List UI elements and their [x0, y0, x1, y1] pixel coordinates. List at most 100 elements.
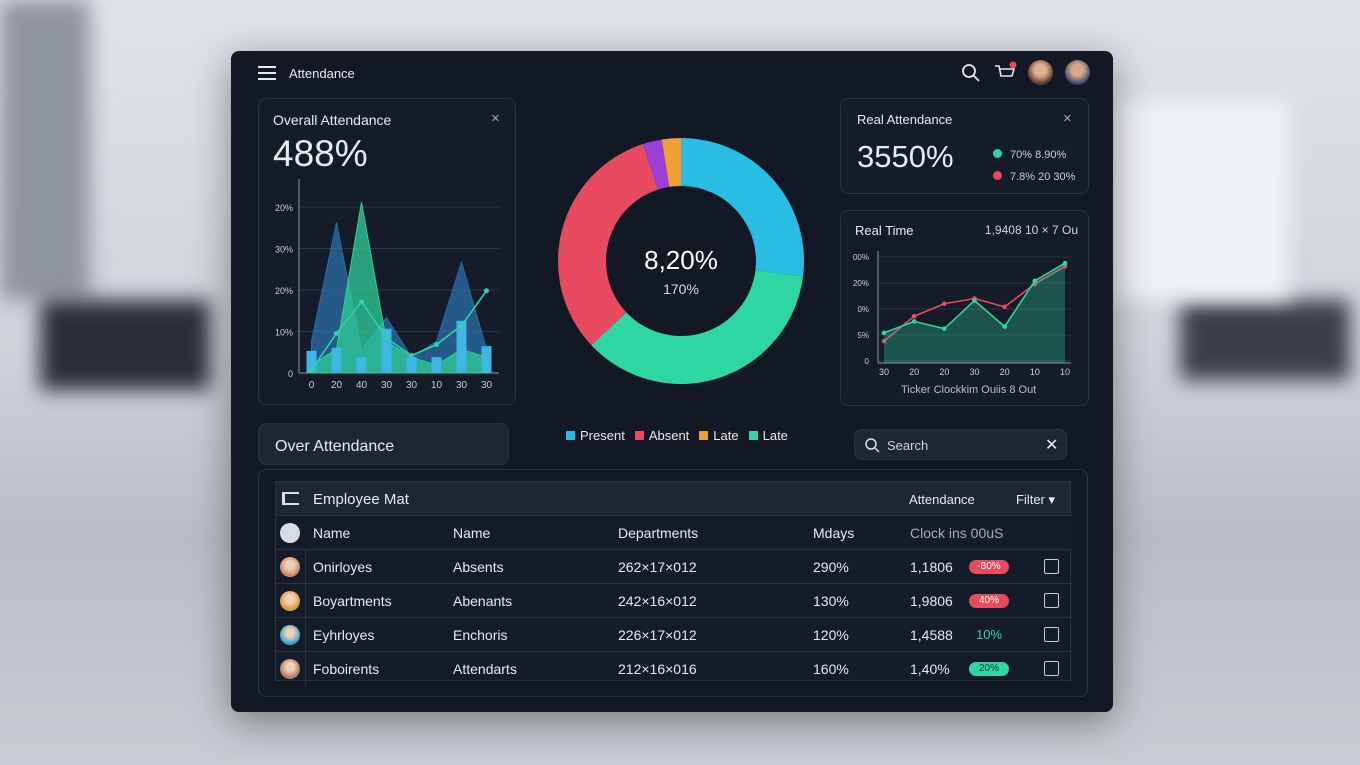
table-cell: 1,9806 [910, 593, 953, 609]
legend-item: Present [566, 428, 625, 443]
donut-segment [642, 139, 670, 190]
legend: Present Absent Late Late [566, 428, 788, 443]
close-button[interactable]: × [491, 110, 500, 127]
legend-label: Present [580, 428, 625, 443]
menu-icon[interactable] [258, 66, 276, 80]
y-axis-label: 30% [275, 245, 293, 255]
legend-item: Absent [634, 428, 690, 443]
avatar[interactable] [1028, 60, 1053, 85]
y-axis-label: 10% [275, 328, 293, 338]
employee-avatar [280, 557, 300, 577]
bar [431, 357, 442, 373]
table-cell: 130% [813, 593, 849, 609]
header-avatar [280, 523, 300, 543]
x-tick-label: 30 [481, 380, 493, 391]
column-divider [305, 618, 306, 652]
bar [381, 328, 392, 373]
legend-label: 70% 8.90% [1010, 149, 1067, 161]
employee-avatar [280, 659, 300, 679]
series-point [942, 301, 947, 307]
search-box[interactable]: Search ✕ [854, 429, 1067, 460]
y-axis-label: 20% [275, 203, 293, 213]
column-header: Name [313, 525, 351, 541]
employee-avatar [280, 591, 300, 611]
column-header: Mdays [813, 525, 855, 541]
series-point [881, 330, 887, 336]
attendance-filter-label: Attendance [909, 492, 975, 507]
series-point [972, 298, 977, 303]
x-tick-label: 20 [1000, 367, 1010, 377]
bar [406, 357, 417, 373]
table-cell: Attendarts [453, 661, 517, 677]
trend-point [334, 330, 339, 336]
column-divider [305, 550, 306, 584]
trend-point [384, 335, 389, 341]
y-axis-label: 20% [275, 286, 293, 296]
status-badge: 20% [969, 662, 1009, 676]
filter-label: Filter [1016, 492, 1045, 507]
column-header: Clock ins 00uS [910, 525, 1004, 541]
column-divider [305, 584, 306, 618]
cart-icon[interactable] [993, 61, 1019, 83]
caption: Ticker Clockkim Ouiis 8 Out [901, 384, 1037, 396]
legend-item: Late [699, 428, 739, 443]
row-checkbox[interactable] [1044, 593, 1059, 608]
area [884, 263, 1065, 363]
trend-point [309, 367, 314, 373]
row-checkbox[interactable] [1044, 559, 1059, 574]
row-checkbox[interactable] [1044, 661, 1059, 676]
table-row: Foboirents Attendarts 212×16×016 160% 1,40% 2… [276, 651, 1072, 686]
table-cell: 1,40% [910, 661, 950, 677]
table-cell: Foboirents [313, 661, 380, 677]
card-title: Real Attendance [857, 112, 953, 127]
filter-dropdown[interactable]: Filter ▾ [1016, 492, 1056, 507]
series-point [911, 319, 917, 324]
row-checkbox[interactable] [1044, 627, 1059, 642]
table-cell: Enchoris [453, 627, 508, 643]
series-point [1062, 260, 1068, 266]
search-icon [865, 438, 880, 453]
legend-label: 7.8% 20 30% [1010, 171, 1076, 183]
y-axis-label: 0 [865, 357, 870, 366]
table-cell: 160% [813, 661, 849, 677]
status-badge: 40% [969, 594, 1009, 608]
bar [331, 347, 342, 373]
column-header: Departments [618, 525, 699, 541]
overall-card: Overall Attendance × 488% 20% 30% 20% 10% 0 0… [258, 98, 516, 405]
legend-dot [993, 149, 1002, 158]
status-badge: -80% [969, 560, 1009, 574]
section-label-box: Over Attendance [258, 423, 509, 465]
table-cell: 212×16×016 [618, 661, 697, 677]
table-row: Onirloyes Absents 262×17×012 290% 1,1806 -80% [276, 549, 1072, 584]
real-time-card: Real Time 1,9408 10 × 7 Ou 00% 20% 0% 5% 0 30… [840, 210, 1089, 406]
series-point [1002, 304, 1007, 310]
x-tick-label: 20 [909, 367, 919, 377]
legend-item: 7.8% 20 30% [993, 166, 1075, 188]
legend-swatch [566, 431, 575, 440]
legend-label: Absent [648, 428, 690, 443]
close-button[interactable]: × [1063, 110, 1072, 127]
y-axis-label: 0% [857, 305, 869, 314]
column-header: Name [453, 525, 491, 541]
clear-button[interactable]: ✕ [1045, 437, 1059, 454]
x-tick-label: 30 [969, 367, 979, 377]
table-cell: Abenants [453, 593, 513, 609]
table-cell: Boyartments [313, 593, 392, 609]
avatar[interactable] [1065, 60, 1090, 85]
legend-label: Late [713, 428, 739, 443]
donut-segment [681, 138, 804, 277]
x-tick-label: 30 [879, 367, 889, 377]
x-tick-label: 10 [431, 380, 443, 391]
center-label: 170% [663, 281, 699, 297]
table-cell: 262×17×012 [618, 559, 697, 575]
trend-point [359, 299, 364, 305]
table-cell: Absents [453, 559, 504, 575]
y-axis-label: 0 [288, 369, 293, 379]
table: Employee Mat Attendance Filter ▾ Name Nam… [275, 481, 1072, 686]
center-value: 8,20% [644, 245, 718, 275]
search-placeholder: Search [887, 438, 929, 453]
search-icon[interactable] [961, 63, 981, 83]
donut-segment [558, 144, 658, 346]
bar [356, 357, 367, 373]
x-tick-label: 20 [331, 380, 343, 391]
